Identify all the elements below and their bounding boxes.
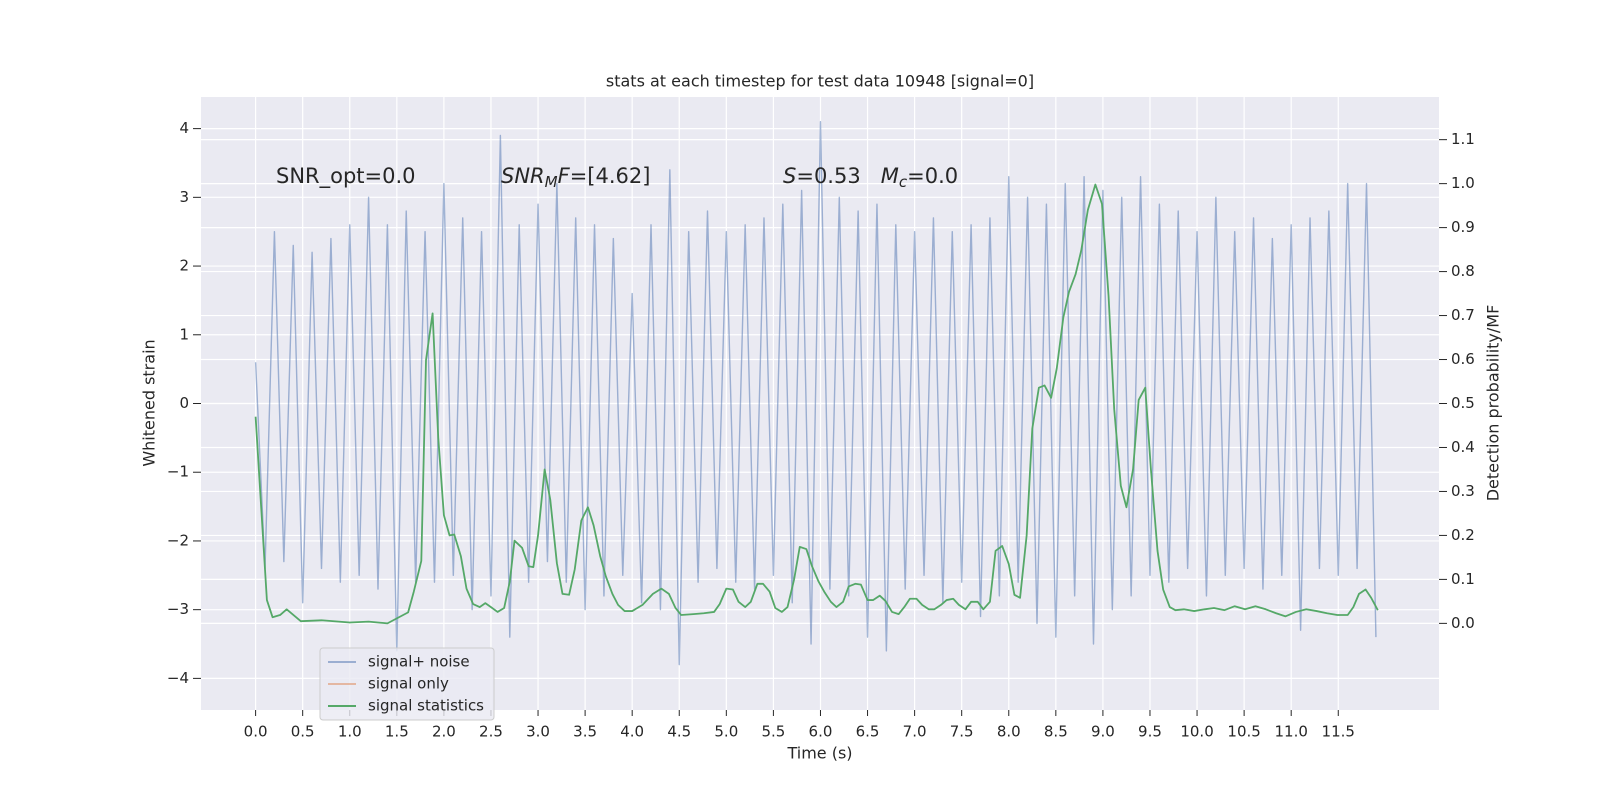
annotation-part: =[4.62] — [570, 164, 651, 188]
x-tick-label: 6.0 — [809, 723, 833, 741]
x-tick-label: 11.0 — [1274, 723, 1307, 741]
x-tick-label: 6.5 — [856, 723, 880, 741]
legend-label: signal+ noise — [368, 653, 470, 671]
annotation-part: F — [558, 164, 571, 188]
y2-tick-label: 0.9 — [1451, 218, 1475, 236]
x-tick-label: 10.5 — [1227, 723, 1260, 741]
x-tick-label: 9.5 — [1138, 723, 1162, 741]
annotation: SNRMF=[4.62] — [501, 164, 650, 191]
y-tick-label: 2 — [179, 257, 189, 275]
annotation-part: M — [545, 173, 558, 191]
labels: 0.0 0.5 1.0 1.5 2.0 2.5 3.0 3.5 4.0 4.5 5.0 5.5 6.0 6… — [167, 119, 1475, 740]
x-tick-label: 0.5 — [291, 723, 315, 741]
x-tick-label: 7.0 — [903, 723, 927, 741]
y2-tick-label: 0.2 — [1451, 526, 1475, 544]
annotation-part: M — [881, 164, 899, 188]
y2-tick-label: 0.6 — [1451, 350, 1475, 368]
x-tick-label: 1.0 — [338, 723, 362, 741]
x-tick-label: 7.5 — [950, 723, 974, 741]
x-tick-label: 9.0 — [1091, 723, 1115, 741]
y2-tick-label: 1.0 — [1451, 174, 1475, 192]
x-tick-label: 4.5 — [667, 723, 691, 741]
x-axis-label: Time (s) — [786, 744, 852, 763]
y2-tick-label: 0.1 — [1451, 570, 1475, 588]
x-tick-label: 11.5 — [1322, 723, 1355, 741]
x-tick-label: 1.5 — [385, 723, 409, 741]
grid — [201, 97, 1439, 710]
annotation: SNR_opt=0.0 — [276, 164, 416, 189]
x-tick-label: 0.0 — [244, 723, 268, 741]
y-tick-label: 1 — [179, 325, 189, 343]
x-tick-label: 10.0 — [1180, 723, 1213, 741]
x-tick-label: 4.0 — [620, 723, 644, 741]
y2-tick-label: 0.5 — [1451, 394, 1475, 412]
y2-tick-label: 0.7 — [1451, 306, 1475, 324]
y-tick-label: 4 — [179, 119, 189, 137]
x-tick-label: 3.0 — [526, 723, 550, 741]
y-tick-label: −2 — [167, 531, 189, 549]
y2-tick-label: 1.1 — [1451, 130, 1475, 148]
series-line — [254, 183, 1379, 625]
annotation-part: c — [899, 173, 908, 191]
y2-tick-label: 0.0 — [1451, 614, 1475, 632]
x-tick-label: 8.0 — [997, 723, 1021, 741]
marks — [254, 121, 1379, 666]
x-tick-label: 3.5 — [573, 723, 597, 741]
y2-tick-label: 0.4 — [1451, 438, 1475, 456]
annotation-part: =0.53 — [796, 164, 880, 188]
annotation-part: SNR_opt=0.0 — [276, 164, 416, 189]
legend-box — [319, 647, 495, 721]
chart-title: stats at each timestep for test data 109… — [606, 72, 1034, 91]
legend-label: signal statistics — [368, 697, 484, 715]
x-tick-label: 5.0 — [714, 723, 738, 741]
x-tick-label: 8.5 — [1044, 723, 1068, 741]
y2-tick-label: 0.3 — [1451, 482, 1475, 500]
y2-tick-label: 0.8 — [1451, 262, 1475, 280]
y-tick-label: −1 — [167, 463, 189, 481]
legend-label: signal only — [368, 675, 449, 693]
series-line — [254, 121, 1377, 666]
x-tick-label: 5.5 — [761, 723, 785, 741]
y-tick-label: 3 — [179, 188, 189, 206]
x-tick-label: 2.5 — [479, 723, 503, 741]
y2-axis-label: Detection probability/MF — [1484, 305, 1503, 502]
y-axis-label: Whitened strain — [140, 339, 159, 466]
annotation-part: S — [783, 164, 796, 188]
y-tick-label: −4 — [167, 669, 189, 687]
annotation-part: =0.0 — [907, 164, 958, 188]
x-tick-label: 2.0 — [432, 723, 456, 741]
annotation: S=0.53 Mc=0.0 — [783, 164, 958, 191]
y-tick-label: 0 — [179, 394, 189, 412]
y-tick-label: −3 — [167, 600, 189, 618]
annotation-part: SNR — [501, 164, 545, 188]
